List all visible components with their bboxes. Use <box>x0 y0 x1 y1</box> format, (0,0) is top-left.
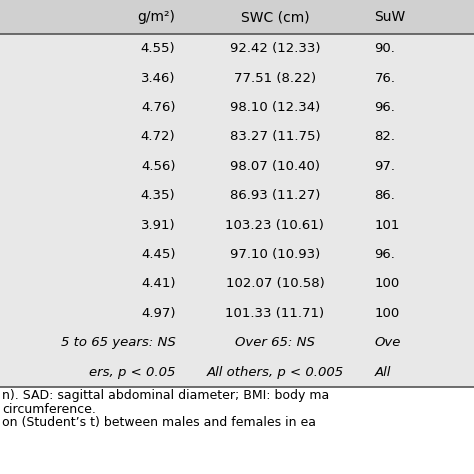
Text: 4.41): 4.41) <box>141 277 175 291</box>
Text: 103.23 (10.61): 103.23 (10.61) <box>226 219 324 232</box>
Text: 4.56): 4.56) <box>141 160 175 173</box>
Bar <box>0 0 474 34</box>
Bar <box>0 210 474 240</box>
Bar <box>0 387 474 432</box>
Text: 97.: 97. <box>374 160 395 173</box>
Text: All others, p < 0.005: All others, p < 0.005 <box>206 365 344 379</box>
Bar <box>0 299 474 328</box>
Bar <box>0 328 474 357</box>
Text: Over 65: NS: Over 65: NS <box>235 336 315 349</box>
Bar <box>0 64 474 93</box>
Text: SWC (cm): SWC (cm) <box>241 10 309 24</box>
Text: 98.07 (10.40): 98.07 (10.40) <box>230 160 320 173</box>
Text: 96.: 96. <box>374 248 395 261</box>
Text: 101: 101 <box>374 219 400 232</box>
Text: 5 to 65 years: NS: 5 to 65 years: NS <box>61 336 175 349</box>
Text: g/m²): g/m²) <box>137 10 175 24</box>
Bar <box>0 357 474 387</box>
Bar <box>0 181 474 210</box>
Bar <box>0 240 474 269</box>
Text: 82.: 82. <box>374 130 395 144</box>
Text: n). SAD: sagittal abdominal diameter; BMI: body ma: n). SAD: sagittal abdominal diameter; BM… <box>2 389 329 402</box>
Text: SuW: SuW <box>374 10 406 24</box>
Text: 4.45): 4.45) <box>141 248 175 261</box>
Text: 92.42 (12.33): 92.42 (12.33) <box>230 42 320 55</box>
Bar <box>0 269 474 299</box>
Text: 98.10 (12.34): 98.10 (12.34) <box>230 101 320 114</box>
Text: 3.46): 3.46) <box>141 72 175 85</box>
Text: 77.51 (8.22): 77.51 (8.22) <box>234 72 316 85</box>
Text: 100: 100 <box>374 277 400 291</box>
Bar <box>0 93 474 122</box>
Text: 101.33 (11.71): 101.33 (11.71) <box>225 307 325 320</box>
Text: 3.91): 3.91) <box>141 219 175 232</box>
Text: on (Student’s t) between males and females in ea: on (Student’s t) between males and femal… <box>2 417 316 429</box>
Text: 4.76): 4.76) <box>141 101 175 114</box>
Text: 83.27 (11.75): 83.27 (11.75) <box>229 130 320 144</box>
Text: 4.35): 4.35) <box>141 189 175 202</box>
Text: 4.55): 4.55) <box>141 42 175 55</box>
Text: 86.: 86. <box>374 189 395 202</box>
Text: 97.10 (10.93): 97.10 (10.93) <box>230 248 320 261</box>
Text: 4.97): 4.97) <box>141 307 175 320</box>
Bar <box>0 122 474 152</box>
Text: 100: 100 <box>374 307 400 320</box>
Bar <box>0 34 474 64</box>
Text: circumference.: circumference. <box>2 403 96 416</box>
Text: Ove: Ove <box>374 336 401 349</box>
Text: 4.72): 4.72) <box>141 130 175 144</box>
Text: 90.: 90. <box>374 42 395 55</box>
Text: 76.: 76. <box>374 72 395 85</box>
Text: All: All <box>374 365 391 379</box>
Text: ers, p < 0.05: ers, p < 0.05 <box>89 365 175 379</box>
Text: 96.: 96. <box>374 101 395 114</box>
Text: 86.93 (11.27): 86.93 (11.27) <box>230 189 320 202</box>
Text: 102.07 (10.58): 102.07 (10.58) <box>226 277 324 291</box>
Bar <box>0 152 474 181</box>
